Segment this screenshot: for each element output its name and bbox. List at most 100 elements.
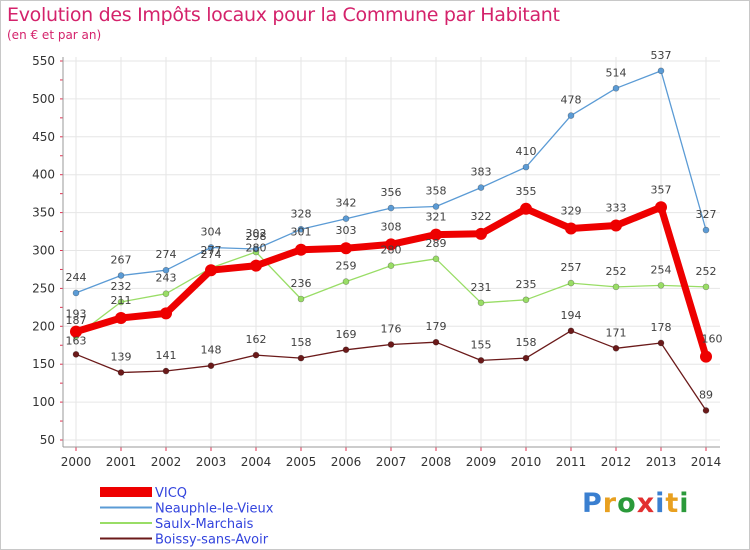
data-label: 252 bbox=[696, 265, 717, 278]
x-tick-label: 2007 bbox=[376, 455, 407, 469]
data-label: 478 bbox=[561, 94, 582, 107]
y-tick-label: 550 bbox=[32, 54, 55, 68]
data-point bbox=[160, 307, 172, 320]
data-point bbox=[250, 259, 262, 272]
data-point bbox=[162, 290, 170, 298]
data-label: 280 bbox=[381, 244, 402, 257]
data-label: 289 bbox=[426, 237, 447, 250]
x-tick-label: 2009 bbox=[466, 455, 497, 469]
data-point bbox=[477, 299, 485, 307]
data-label: 171 bbox=[606, 326, 627, 339]
data-point bbox=[612, 84, 620, 92]
data-point bbox=[702, 283, 710, 291]
logo-letter: i bbox=[655, 488, 666, 519]
x-tick-label: 2011 bbox=[556, 455, 587, 469]
data-label: 257 bbox=[561, 261, 582, 274]
data-point bbox=[207, 362, 215, 370]
data-label: 193 bbox=[66, 308, 87, 321]
legend-label: VICQ bbox=[155, 486, 187, 501]
data-point bbox=[475, 227, 487, 240]
data-label: 302 bbox=[246, 227, 267, 240]
chart-title: Evolution des Impôts locaux pour la Comm… bbox=[7, 4, 560, 26]
data-point bbox=[297, 354, 305, 362]
data-point bbox=[387, 204, 395, 212]
logo-letter: i bbox=[679, 488, 690, 519]
data-point bbox=[522, 354, 530, 362]
data-point bbox=[567, 279, 575, 287]
data-point bbox=[432, 255, 440, 263]
data-label: 383 bbox=[471, 166, 492, 179]
y-tick-label: 150 bbox=[32, 357, 55, 371]
x-tick-label: 2005 bbox=[286, 455, 317, 469]
data-label: 333 bbox=[606, 201, 627, 214]
y-tick-label: 250 bbox=[32, 281, 55, 295]
data-label: 322 bbox=[471, 210, 492, 223]
data-point bbox=[565, 222, 577, 235]
data-label: 355 bbox=[516, 185, 537, 198]
x-tick-label: 2000 bbox=[61, 455, 92, 469]
data-label: 162 bbox=[246, 333, 267, 346]
data-point bbox=[115, 311, 127, 324]
data-point bbox=[430, 228, 442, 241]
data-point bbox=[655, 201, 667, 214]
data-point bbox=[387, 341, 395, 348]
y-tick-label: 100 bbox=[32, 395, 55, 409]
data-label: 158 bbox=[516, 336, 537, 349]
data-label: 304 bbox=[201, 225, 222, 238]
legend: VICQNeauphle-le-VieuxSaulx-MarchaisBoiss… bbox=[100, 486, 274, 548]
data-label: 254 bbox=[651, 263, 672, 276]
data-point bbox=[207, 244, 215, 251]
data-label: 139 bbox=[111, 351, 132, 364]
data-label: 259 bbox=[336, 260, 357, 273]
data-label: 178 bbox=[651, 321, 672, 334]
data-point bbox=[432, 203, 440, 210]
data-point bbox=[610, 219, 622, 232]
data-point bbox=[205, 264, 217, 277]
data-labels: 193 211 274 280 301 303 308 321 322 355 329 333 357 1… bbox=[66, 49, 723, 402]
data-point bbox=[657, 282, 665, 289]
x-tick-label: 2001 bbox=[106, 455, 137, 469]
axes: 50 100 150 200 250 300 350 400 450 500 550 2000 2001… bbox=[32, 54, 721, 469]
logo-letter: r bbox=[602, 488, 618, 519]
data-label: 342 bbox=[336, 197, 357, 210]
data-label: 321 bbox=[426, 211, 447, 224]
y-tick-label: 300 bbox=[32, 244, 55, 258]
data-label: 194 bbox=[561, 309, 582, 322]
data-point bbox=[295, 243, 307, 256]
data-label: 155 bbox=[471, 338, 492, 351]
data-label: 169 bbox=[336, 328, 357, 341]
data-label: 252 bbox=[606, 265, 627, 278]
y-tick-label: 500 bbox=[32, 92, 55, 106]
data-point bbox=[70, 325, 82, 338]
y-tick-label: 350 bbox=[32, 206, 55, 220]
logo-letter: x bbox=[636, 488, 656, 519]
data-point bbox=[252, 351, 260, 359]
data-label: 308 bbox=[381, 220, 402, 233]
y-tick-label: 450 bbox=[32, 130, 55, 144]
logo-letter: o bbox=[617, 488, 637, 519]
data-point bbox=[612, 344, 620, 352]
data-point bbox=[297, 225, 305, 233]
data-label: 231 bbox=[471, 281, 492, 294]
data-label: 211 bbox=[111, 294, 132, 307]
data-label: 280 bbox=[246, 242, 267, 255]
data-label: 329 bbox=[561, 205, 582, 218]
data-label: 148 bbox=[201, 344, 222, 357]
x-tick-label: 2003 bbox=[196, 455, 227, 469]
x-tick-label: 2006 bbox=[331, 455, 362, 469]
data-point bbox=[477, 184, 485, 191]
proxiti-logo: Proxiti bbox=[582, 488, 690, 519]
legend-label: Saulx-Marchais bbox=[155, 517, 254, 532]
grid bbox=[63, 57, 720, 447]
x-tick-label: 2010 bbox=[511, 455, 542, 469]
x-tick-label: 2002 bbox=[151, 455, 182, 469]
data-label: 356 bbox=[381, 186, 402, 199]
data-label: 244 bbox=[66, 271, 87, 284]
data-label: 243 bbox=[156, 272, 177, 285]
legend-swatch bbox=[100, 537, 152, 540]
data-label: 235 bbox=[516, 278, 537, 291]
data-point bbox=[522, 163, 530, 171]
data-point bbox=[340, 242, 352, 255]
data-point bbox=[432, 338, 440, 346]
x-tick-label: 2004 bbox=[241, 455, 272, 469]
